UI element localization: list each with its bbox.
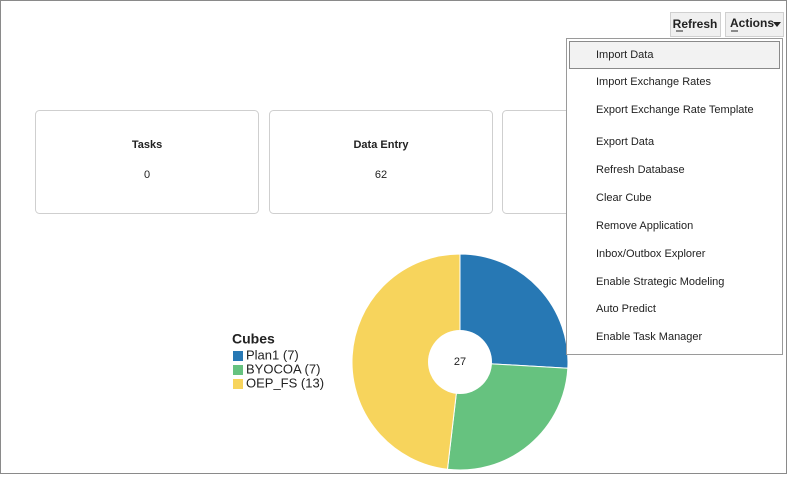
- actions-menu: Import Data Import Exchange Rates Export E…: [566, 38, 783, 355]
- menu-item[interactable]: Import Data: [596, 49, 654, 61]
- menu-item[interactable]: Clear Cube: [596, 192, 652, 204]
- donut-hole: [428, 330, 492, 394]
- card-value: 0: [144, 169, 150, 181]
- menu-item[interactable]: Inbox/Outbox Explorer: [596, 248, 706, 260]
- legend-swatch: [233, 351, 243, 361]
- menu-item-highlight: [569, 41, 780, 69]
- menu-item[interactable]: Auto Predict: [596, 303, 656, 315]
- card: [35, 110, 259, 214]
- menu-item[interactable]: Export Exchange Rate Template: [596, 104, 754, 116]
- menu-item[interactable]: Enable Strategic Modeling: [596, 276, 724, 288]
- refresh-label[interactable]: Refresh: [673, 17, 718, 31]
- menu-item[interactable]: Export Data: [596, 136, 655, 148]
- center-label: 27: [454, 356, 466, 368]
- menu-panel: [566, 38, 783, 355]
- donut-slice: [446, 361, 569, 471]
- donut-chart: Cubes Plan1 (7)BYOCOA (7)OEP_FS (13) 27: [232, 253, 569, 471]
- refresh-button[interactable]: [670, 12, 721, 37]
- legend-label: BYOCOA (7): [246, 361, 320, 376]
- legend-label: OEP_FS (13): [246, 375, 324, 390]
- actions-label[interactable]: Actions: [730, 16, 774, 30]
- legend-label: Plan1 (7): [246, 347, 299, 362]
- legend-title: Cubes: [232, 331, 275, 347]
- card-title: Tasks: [132, 139, 162, 151]
- cards: Tasks 0 Data Entry 62: [35, 110, 623, 214]
- card-value: 62: [375, 169, 387, 181]
- legend-swatch: [233, 365, 243, 375]
- menu-item[interactable]: Import Exchange Rates: [596, 76, 711, 88]
- menu-item[interactable]: Enable Task Manager: [596, 331, 703, 343]
- card: [269, 110, 493, 214]
- legend-swatch: [233, 379, 243, 389]
- card-title: Data Entry: [353, 139, 409, 151]
- actions-button[interactable]: [725, 12, 784, 37]
- menu-item[interactable]: Refresh Database: [596, 164, 685, 176]
- donut-slice: [351, 253, 461, 470]
- dropdown-arrow: [773, 22, 781, 27]
- menu-item[interactable]: Remove Application: [596, 220, 693, 232]
